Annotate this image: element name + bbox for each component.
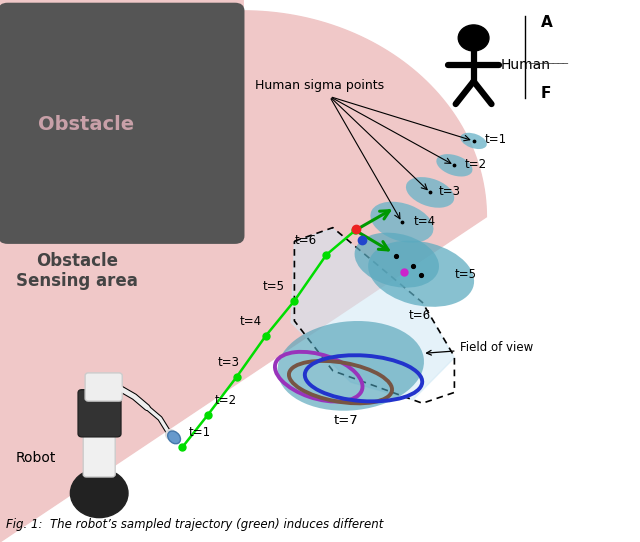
Text: t=5: t=5: [262, 280, 284, 293]
Ellipse shape: [371, 202, 433, 243]
Text: A: A: [541, 15, 552, 30]
Text: t=1: t=1: [485, 133, 508, 146]
Text: t=6: t=6: [408, 309, 431, 322]
Ellipse shape: [355, 233, 439, 288]
Ellipse shape: [406, 177, 454, 208]
Text: ────────: ────────: [528, 58, 568, 67]
Text: t=2: t=2: [465, 158, 487, 171]
Text: Robot: Robot: [16, 451, 56, 465]
Circle shape: [458, 25, 489, 51]
FancyBboxPatch shape: [83, 420, 115, 477]
Ellipse shape: [460, 133, 487, 149]
FancyBboxPatch shape: [85, 373, 122, 401]
Text: Fig. 1:  The robot’s sampled trajectory (green) induces different: Fig. 1: The robot’s sampled trajectory (…: [6, 518, 384, 531]
Ellipse shape: [168, 431, 180, 444]
Text: t=2: t=2: [214, 394, 237, 407]
Polygon shape: [291, 229, 454, 400]
Ellipse shape: [436, 154, 472, 177]
Text: t=3: t=3: [218, 356, 239, 369]
Ellipse shape: [278, 321, 424, 411]
Ellipse shape: [368, 241, 474, 307]
FancyBboxPatch shape: [0, 3, 244, 244]
Text: Obstacle
Sensing area: Obstacle Sensing area: [16, 251, 138, 291]
Text: t=5: t=5: [454, 268, 476, 281]
Text: F: F: [541, 86, 551, 101]
Text: t=3: t=3: [439, 185, 461, 198]
Circle shape: [70, 469, 128, 518]
FancyBboxPatch shape: [78, 390, 121, 437]
Text: Obstacle: Obstacle: [38, 115, 134, 134]
Text: t=4: t=4: [413, 215, 436, 228]
Text: t=7: t=7: [333, 414, 358, 427]
Text: Human: Human: [500, 58, 550, 72]
Text: Human sigma points: Human sigma points: [255, 79, 385, 92]
Text: t=4: t=4: [240, 315, 262, 328]
Text: t=6: t=6: [294, 234, 317, 247]
Polygon shape: [0, 0, 486, 542]
Text: t=1: t=1: [189, 427, 211, 440]
Text: Field of view: Field of view: [427, 341, 532, 355]
